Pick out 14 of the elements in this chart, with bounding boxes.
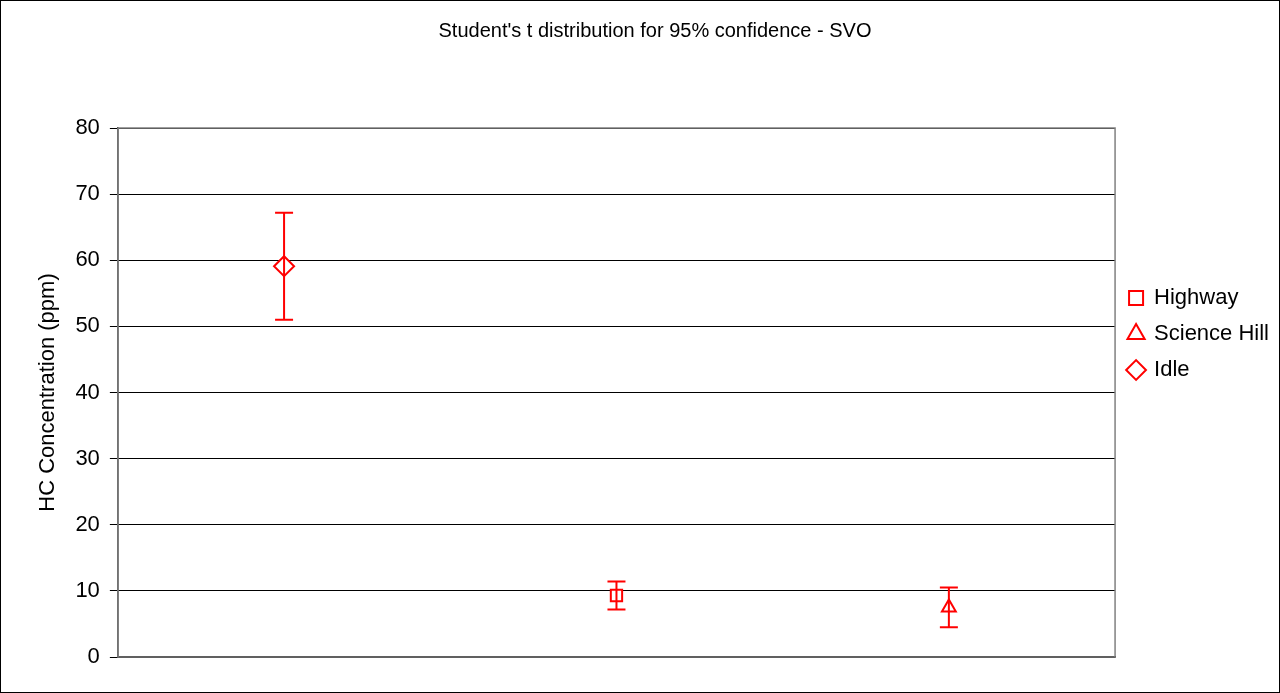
- legend-label: Idle: [1154, 356, 1190, 382]
- legend-label: Highway: [1154, 284, 1239, 310]
- y-tick-label: 30: [75, 444, 100, 470]
- legend-label: Science Hill: [1154, 320, 1270, 346]
- y-tick-label: 20: [75, 510, 100, 536]
- y-tick-label: 0: [87, 643, 100, 669]
- y-tick-label: 80: [75, 114, 100, 140]
- y-tick-label: 70: [75, 180, 100, 206]
- y-axis-title: HC Concentration (ppm): [34, 273, 60, 512]
- y-tick-label: 60: [75, 246, 100, 272]
- y-tick-label: 50: [75, 312, 100, 338]
- y-tick-label: 10: [75, 576, 100, 602]
- y-tick-label: 40: [75, 378, 100, 404]
- chart-title: Student's t distribution for 95% confidence - SVO: [438, 18, 872, 41]
